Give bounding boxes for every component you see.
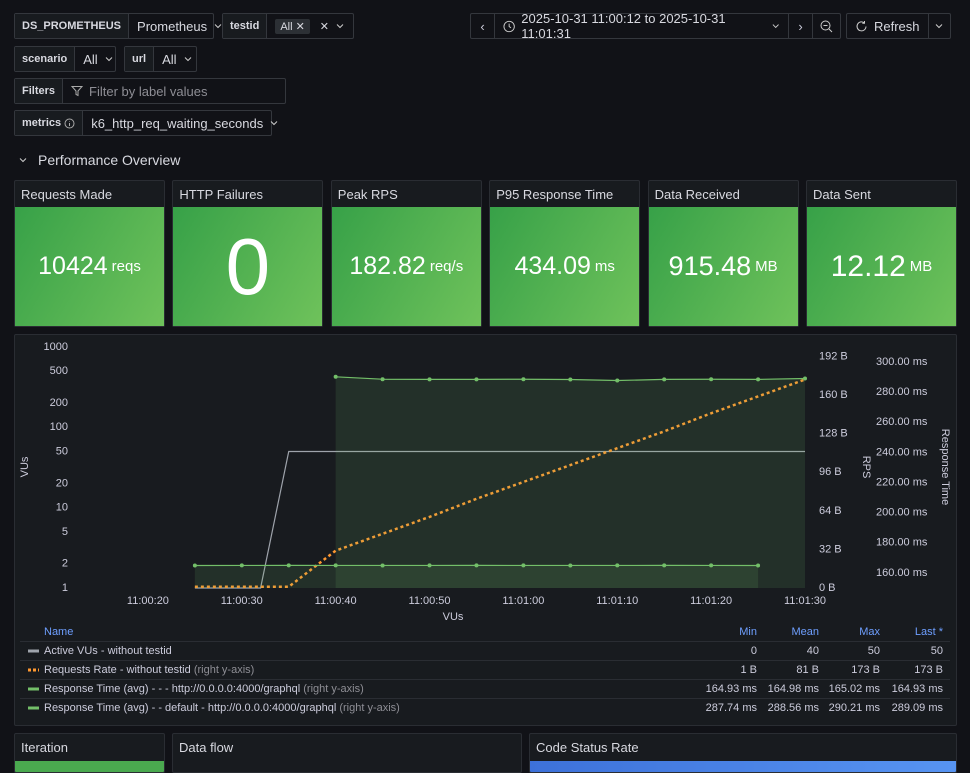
y-tick-label: 96 B: [819, 466, 842, 478]
x-tick-label: 11:00:40: [315, 595, 357, 607]
series-point: [287, 563, 291, 567]
y-axis-label: VUs: [19, 456, 31, 477]
y-tick-label: 10: [56, 502, 68, 514]
y-tick-label: 240.00 ms: [876, 446, 928, 458]
y-tick-label: 20: [56, 477, 68, 489]
y-tick-label: 200: [50, 397, 68, 409]
series-point: [193, 564, 197, 568]
y-tick-label: 160.00 ms: [876, 567, 928, 579]
legend-value: 289.09 ms: [892, 702, 944, 714]
x-tick-label: 11:00:50: [409, 595, 451, 607]
y-tick-label: 160 B: [819, 389, 848, 401]
legend-column: Max: [859, 626, 880, 638]
legend-name: Response Time (avg) - - default - http:/…: [44, 702, 336, 714]
y-tick-label: 5: [62, 526, 68, 538]
y-tick-label: 192 B: [819, 351, 848, 363]
legend-value: 288.56 ms: [768, 702, 820, 714]
legend-value: 81 B: [796, 664, 819, 676]
legend-entry: Response Time (avg) - - - http://0.0.0.0…: [44, 683, 364, 695]
legend-column: Mean: [791, 626, 819, 638]
legend-value: 1 B: [740, 664, 757, 676]
y-tick-label: 128 B: [819, 428, 848, 440]
series-area: [336, 377, 805, 588]
legend-value: 50: [931, 645, 943, 657]
series-point: [568, 378, 572, 382]
legend-value: 290.21 ms: [829, 702, 881, 714]
series-point: [240, 563, 244, 567]
x-tick-label: 11:01:00: [502, 595, 544, 607]
x-tick-label: 11:01:30: [784, 595, 826, 607]
series-point: [756, 377, 760, 381]
y-tick-label: 1000: [44, 341, 68, 353]
legend-value: 165.02 ms: [829, 683, 881, 695]
legend-value: 287.74 ms: [706, 702, 758, 714]
legend-entry: Active VUs - without testid: [44, 645, 172, 657]
y-tick-label: 200.00 ms: [876, 507, 928, 519]
y-tick-label: 100: [50, 421, 68, 433]
legend-value: 164.98 ms: [768, 683, 820, 695]
y-tick-label: 1: [62, 582, 68, 594]
legend-name: Response Time (avg) - - - http://0.0.0.0…: [44, 683, 300, 695]
x-tick-label: 11:00:30: [221, 595, 263, 607]
x-axis-label: VUs: [443, 611, 464, 623]
x-tick-label: 11:00:20: [127, 595, 169, 607]
legend-value: 164.93 ms: [706, 683, 758, 695]
series-point: [709, 377, 713, 381]
y3-axis-label: Response Time: [939, 429, 951, 505]
legend-name: Active VUs - without testid: [44, 645, 172, 657]
legend-entry: Requests Rate - without testid (right y-…: [44, 664, 254, 676]
y-tick-label: 280.00 ms: [876, 386, 928, 398]
y-tick-label: 260.00 ms: [876, 416, 928, 428]
series-point: [474, 377, 478, 381]
legend-value: 0: [751, 645, 757, 657]
legend-name: Requests Rate - without testid: [44, 664, 191, 676]
legend-suffix: (right y-axis): [339, 702, 400, 714]
series-point: [428, 377, 432, 381]
series-point: [615, 379, 619, 383]
y-tick-label: 220.00 ms: [876, 476, 928, 488]
legend-column: Min: [739, 626, 757, 638]
x-tick-label: 11:01:20: [690, 595, 732, 607]
series-point: [662, 377, 666, 381]
legend-suffix: (right y-axis): [194, 664, 255, 676]
y-tick-label: 64 B: [819, 505, 842, 517]
y-tick-label: 50: [56, 445, 68, 457]
legend-value: 50: [868, 645, 880, 657]
legend-column: Last *: [915, 626, 944, 638]
series-point: [334, 375, 338, 379]
legend-header: Name: [44, 626, 73, 638]
series-point: [381, 377, 385, 381]
y-tick-label: 2: [62, 558, 68, 570]
y2-axis-label: RPS: [860, 456, 872, 479]
y-tick-label: 32 B: [819, 543, 842, 555]
legend-value: 173 B: [914, 664, 943, 676]
legend-entry: Response Time (avg) - - default - http:/…: [44, 702, 400, 714]
y-tick-label: 500: [50, 365, 68, 377]
series-point: [803, 376, 807, 380]
y-tick-label: 300.00 ms: [876, 356, 928, 368]
y-tick-label: 180.00 ms: [876, 537, 928, 549]
series-point: [521, 377, 525, 381]
legend-suffix: (right y-axis): [303, 683, 364, 695]
legend-value: 40: [807, 645, 819, 657]
legend-value: 164.93 ms: [892, 683, 944, 695]
legend-value: 173 B: [851, 664, 880, 676]
x-tick-label: 11:01:10: [596, 595, 638, 607]
y-tick-label: 0 B: [819, 582, 836, 594]
